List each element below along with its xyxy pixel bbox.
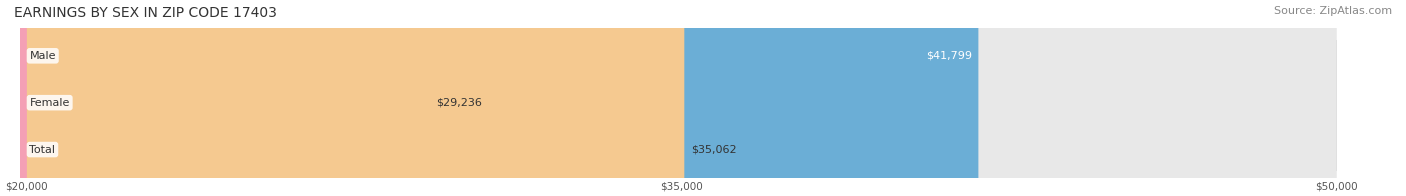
Text: $41,799: $41,799: [925, 51, 972, 61]
FancyBboxPatch shape: [27, 0, 685, 196]
Text: Male: Male: [30, 51, 56, 61]
FancyBboxPatch shape: [27, 0, 1336, 196]
Text: Total: Total: [30, 144, 55, 154]
Text: $35,062: $35,062: [690, 144, 737, 154]
FancyBboxPatch shape: [27, 0, 1336, 196]
FancyBboxPatch shape: [0, 0, 682, 196]
Text: Source: ZipAtlas.com: Source: ZipAtlas.com: [1274, 6, 1392, 16]
FancyBboxPatch shape: [27, 0, 979, 196]
Text: EARNINGS BY SEX IN ZIP CODE 17403: EARNINGS BY SEX IN ZIP CODE 17403: [14, 6, 277, 20]
FancyBboxPatch shape: [27, 0, 1336, 196]
Text: $29,236: $29,236: [436, 98, 482, 108]
Text: Female: Female: [30, 98, 70, 108]
